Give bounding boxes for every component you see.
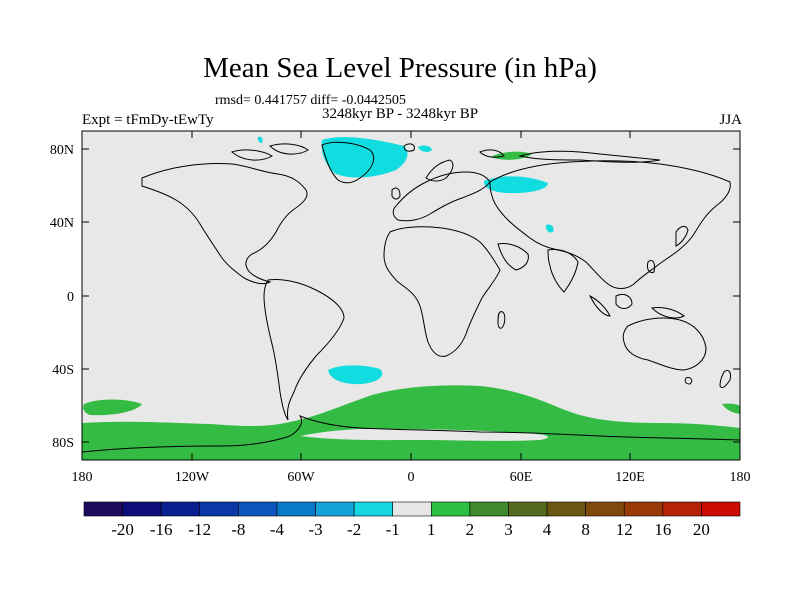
colorbar-label: 1: [427, 520, 436, 539]
coastlines: [81, 141, 741, 453]
coast-arabia: [497, 243, 529, 271]
coast-philippines: [647, 259, 655, 273]
colorbar-label: -4: [270, 520, 285, 539]
neg-region-siberia: [483, 176, 548, 194]
colorbar-label: -1: [386, 520, 400, 539]
season-label: JJA: [719, 112, 742, 128]
colorbar-label: 12: [616, 520, 633, 539]
coast-japan: [675, 225, 689, 247]
pos-region-indian-tip: [722, 403, 740, 414]
coast-europe: [392, 171, 491, 222]
colorbar-swatch: [546, 501, 586, 517]
coast-scandinavia: [425, 159, 454, 182]
lon-label-180w: 180: [72, 470, 93, 485]
coast-sumatra: [588, 294, 611, 317]
pos-region-antarctic-belt: [82, 385, 740, 460]
colorbar-label: 3: [504, 520, 513, 539]
coast-africa: [383, 226, 501, 357]
colorbar-swatch: [469, 501, 509, 517]
neg-region-south-atlantic: [328, 365, 383, 385]
colorbar-swatch: [83, 501, 123, 517]
colorbar-swatch: [353, 501, 394, 517]
colorbar-label: -2: [347, 520, 361, 539]
coast-svalbard: [403, 143, 415, 152]
coast-new-guinea: [650, 307, 685, 319]
colorbar-swatch: [508, 501, 548, 517]
colorbar-swatch: [701, 501, 741, 517]
colorbar-swatch: [160, 501, 201, 517]
coast-antarctica: [81, 414, 741, 453]
coast-borneo: [615, 293, 633, 309]
colorbar-label: -3: [308, 520, 322, 539]
lat-label-40n: 40N: [50, 216, 74, 231]
colorbar-label: 4: [543, 520, 552, 539]
colorbar-label: -16: [150, 520, 173, 539]
colorbar-swatch: [238, 501, 278, 517]
lon-label-120e: 120E: [615, 470, 645, 485]
coast-australia: [622, 317, 707, 371]
period-label: 3248kyr BP - 3248kyr BP: [322, 106, 479, 122]
lon-label-0: 0: [408, 470, 415, 485]
colorbar: -20 -16 -12 -8 -4 -3 -2 -1 1 2 3 4 8 12 16 20: [83, 501, 741, 539]
colorbar-label: 8: [581, 520, 590, 539]
pos-region-south-pacific: [83, 399, 142, 416]
colorbar-label: -8: [231, 520, 245, 539]
coast-india: [547, 249, 579, 293]
stats-text: rmsd= 0.441757 diff= -0.0442505: [215, 93, 406, 108]
coast-canadian-islands: [230, 143, 309, 161]
lat-label-40s: 40S: [52, 363, 74, 378]
coast-north-america: [141, 163, 308, 285]
lat-label-80s: 80S: [52, 436, 74, 451]
neg-region-barents: [418, 145, 432, 152]
experiment-label: Expt = tFmDy-tEwTy: [82, 112, 214, 128]
colorbar-swatch: [392, 501, 432, 517]
coast-arctic-siberia: [518, 150, 661, 163]
lon-ticks: [81, 131, 741, 460]
colorbar-swatch: [315, 501, 355, 517]
colorbar-label: 16: [654, 520, 671, 539]
colorbar-swatch: [199, 501, 239, 517]
pos-region-arctic-russia: [490, 151, 532, 160]
neg-region-greenland: [321, 137, 408, 178]
lon-label-180e: 180: [730, 470, 751, 485]
colorbar-swatch: [623, 501, 664, 517]
coast-madagascar: [497, 311, 506, 329]
colorbar-label: 2: [466, 520, 475, 539]
colorbar-label: 20: [693, 520, 710, 539]
colorbar-label: -20: [111, 520, 134, 539]
colorbar-swatch: [585, 501, 625, 517]
coast-british-isles: [391, 187, 401, 200]
colorbar-swatch: [122, 501, 162, 517]
colorbar-swatch: [276, 501, 316, 517]
neg-region-canada: [257, 136, 263, 143]
coast-asia: [489, 160, 731, 289]
lat-label-80n: 80N: [50, 143, 74, 158]
lon-label-60e: 60E: [510, 470, 533, 485]
colorbar-swatch: [430, 501, 471, 517]
coast-south-america: [263, 279, 345, 421]
lon-label-120w: 120W: [175, 470, 210, 485]
lat-label-0: 0: [67, 290, 74, 305]
lat-ticks: [82, 148, 740, 443]
negative-anomaly-regions: [257, 136, 554, 385]
lon-label-60w: 60W: [287, 470, 315, 485]
colorbar-swatch: [662, 501, 702, 517]
coast-greenland: [321, 141, 375, 184]
colorbar-label: -12: [188, 520, 211, 539]
figure-title: Mean Sea Level Pressure (in hPa): [203, 52, 597, 84]
neg-region-caspian: [545, 224, 554, 233]
positive-anomaly-regions: [82, 151, 740, 460]
coast-novaya-zemlya: [479, 149, 505, 158]
coast-new-zealand: [719, 369, 731, 389]
coast-tasmania: [684, 377, 693, 385]
